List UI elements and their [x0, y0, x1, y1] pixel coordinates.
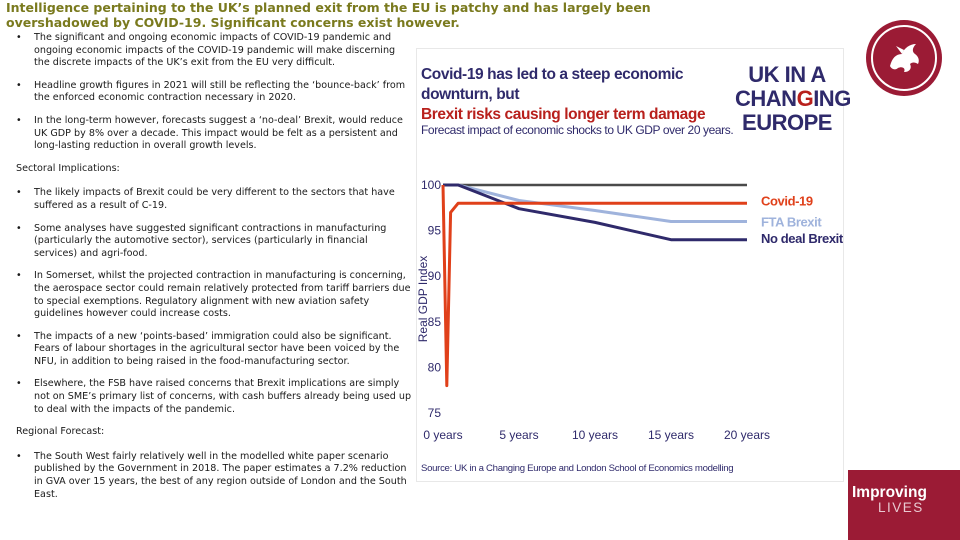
y-tick-label: 85	[428, 315, 442, 329]
x-tick-label: 5 years	[499, 428, 538, 442]
bullet-contractions: Some analyses have suggested significant…	[16, 223, 412, 261]
bullet-fsb: Elsewhere, the FSB have raised concerns …	[16, 378, 412, 416]
logo-line2-pre: CHAN	[735, 86, 797, 111]
logo-line2-post: ING	[813, 86, 851, 111]
logo-line2-hl: G	[796, 86, 814, 111]
y-axis-label: Real GDP Index	[417, 256, 430, 343]
improving-lives-badge: Improving LIVES	[848, 470, 960, 540]
y-tick-label: 90	[428, 269, 442, 283]
x-tick-label: 0 years	[423, 428, 462, 442]
badge-line1: Improving	[852, 484, 927, 501]
x-tick-label: 15 years	[648, 428, 694, 442]
bullet-sector-impacts: The likely impacts of Brexit could be ve…	[16, 187, 412, 212]
y-tick-label: 75	[428, 406, 442, 420]
slide-title: Intelligence pertaining to the UK’s plan…	[6, 0, 651, 30]
bullet-immigration: The impacts of a new ‘points-based’ immi…	[16, 331, 412, 369]
body-text: The significant and ongoing economic imp…	[16, 32, 412, 511]
y-tick-label: 95	[428, 224, 442, 238]
logo-line2: CHANGING	[735, 86, 851, 111]
bullet-south-west: The South West fairly relatively well in…	[16, 451, 412, 501]
x-tick-label: 20 years	[724, 428, 770, 442]
chart-headline-line2: Brexit risks causing longer term damage	[421, 106, 706, 123]
bullet-covid-impacts: The significant and ongoing economic imp…	[16, 32, 412, 70]
bullet-somerset: In Somerset, whilst the projected contra…	[16, 270, 412, 320]
logo-line3: EUROPE	[742, 110, 832, 135]
chart-headline: Covid-19 has led to a steep economic dow…	[421, 65, 721, 125]
series-line-no-deal-brexit	[443, 183, 747, 242]
legend-label: FTA Brexit	[761, 214, 822, 229]
y-tick-label: 100	[421, 178, 441, 192]
legend-label: Covid-19	[761, 194, 813, 209]
chart-headline-line1: Covid-19 has led to a steep economic dow…	[421, 66, 684, 103]
emblem-ring	[871, 25, 937, 91]
bullet-headline-growth: Headline growth figures in 2021 will sti…	[16, 80, 412, 105]
legend-label: No deal Brexit	[761, 231, 843, 246]
chart-figure: Covid-19 has led to a steep economic dow…	[416, 48, 851, 482]
regional-heading: Regional Forecast:	[16, 426, 105, 438]
chart-source: Source: UK in a Changing Europe and Lond…	[421, 463, 734, 474]
sectoral-heading: Sectoral Implications:	[16, 162, 120, 174]
uk-in-a-changing-europe-logo: UK IN A CHANGING EUROPE	[735, 62, 851, 135]
x-tick-label: 10 years	[572, 428, 618, 442]
chart-subtitle: Forecast impact of economic shocks to UK…	[421, 123, 734, 137]
y-tick-label: 80	[428, 360, 442, 374]
logo-line1: UK IN A	[748, 62, 826, 87]
gdp-line-chart: Real GDP Index 75 80 85 90 95 100 0 years 5 ye…	[417, 178, 843, 442]
bullet-long-term: In the long-term however, forecasts sugg…	[16, 115, 412, 153]
wyvern-emblem	[866, 20, 942, 96]
badge-line2: LIVES	[878, 500, 924, 515]
wyvern-icon	[890, 44, 919, 72]
series-line-covid-19	[441, 184, 747, 388]
